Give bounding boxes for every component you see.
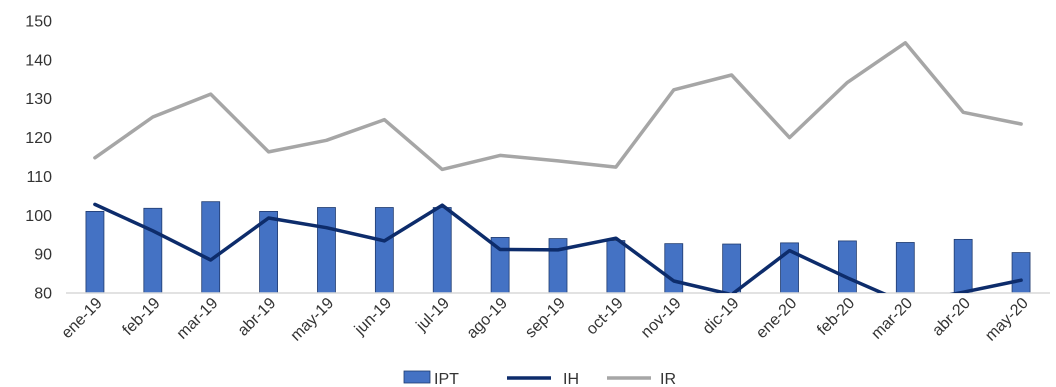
ih-line: [93, 202, 1023, 293]
x-tick-label: jul-19: [413, 295, 453, 335]
y-tick-label: 80: [34, 286, 52, 303]
ir-line: [93, 41, 1023, 172]
y-tick-label: 140: [25, 52, 52, 69]
ipt-bar: [664, 243, 684, 294]
x-tick-label: mar-19: [174, 295, 222, 343]
x-tick-label: feb-20: [814, 295, 858, 339]
ipt-bar: [838, 240, 857, 294]
legend-label-ir: IR: [660, 371, 676, 387]
legend-label-ih: IH: [563, 371, 579, 387]
legend-swatch-ipt: [403, 370, 431, 384]
x-tick-label: dic-19: [700, 295, 743, 338]
x-tick-label: jun-19: [351, 295, 395, 339]
x-axis-ticks: ene-19 feb-19 mar-19 abr-19 may-19 jun-19 jul-…: [59, 295, 1032, 345]
ipt-bar: [374, 207, 394, 294]
ipt-bar: [201, 201, 221, 294]
legend: IPT IH IR: [403, 370, 676, 387]
ipt-bar: [143, 207, 163, 294]
x-tick-label: nov-19: [638, 295, 685, 342]
ipt-bar: [548, 238, 568, 294]
line-series: [93, 41, 1023, 293]
x-tick-label: oct-19: [583, 295, 627, 339]
ipt-bar: [317, 207, 336, 294]
ipt-bar: [953, 238, 973, 294]
y-tick-label: 130: [25, 91, 52, 108]
y-tick-label: 100: [25, 208, 52, 225]
ipt-bar: [895, 242, 915, 294]
ipt-bar: [606, 240, 626, 294]
x-tick-label: abr-20: [929, 295, 974, 340]
y-tick-label: 110: [26, 169, 52, 186]
y-tick-label: 150: [25, 14, 52, 31]
legend-label-ipt: IPT: [434, 371, 459, 387]
ipt-bar: [722, 243, 742, 294]
x-tick-label: ene-19: [59, 295, 106, 342]
x-tick-label: sep-19: [522, 295, 569, 342]
ipt-bar: [85, 210, 105, 294]
y-tick-label: 90: [34, 247, 52, 264]
x-tick-label: mar-20: [868, 295, 916, 343]
x-tick-label: may-19: [288, 295, 338, 345]
x-tick-label: may-20: [982, 295, 1032, 345]
x-tick-label: abr-19: [235, 295, 280, 340]
ipt-bar: [432, 207, 452, 294]
y-axis-ticks: 80 90 100 110 120 130 140 150: [25, 14, 52, 303]
y-tick-label: 120: [25, 130, 52, 147]
x-tick-label: ene-20: [753, 295, 800, 342]
x-tick-label: ago-19: [464, 295, 511, 342]
x-tick-label: feb-19: [120, 295, 164, 339]
ipt-bar: [1011, 252, 1031, 294]
